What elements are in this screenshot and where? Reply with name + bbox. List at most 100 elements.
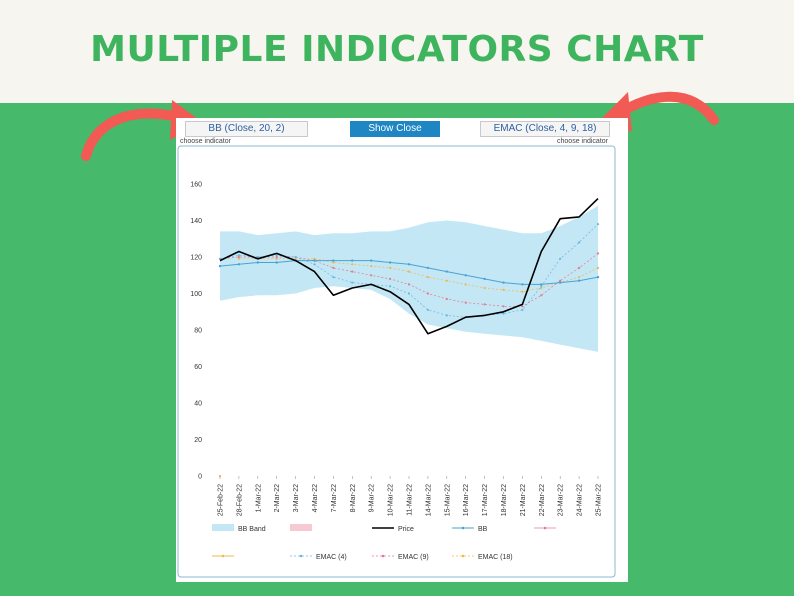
- title-banner: MULTIPLE INDICATORS CHART: [0, 0, 794, 103]
- series-point-emac-18: [237, 257, 240, 260]
- x-tick-label: 14-Mar-22: [425, 484, 432, 516]
- legend-label: BB: [478, 526, 488, 533]
- choose-indicator-label-right: choose indicator: [557, 138, 608, 145]
- series-point-emac-4: [332, 276, 335, 279]
- x-tick-label: 16-Mar-22: [463, 484, 470, 516]
- x-tick-label: 25-Mar-22: [596, 484, 603, 516]
- series-point-bb: [256, 261, 259, 264]
- legend-swatch: [290, 524, 312, 531]
- series-point-emac-9: [389, 277, 392, 280]
- emac-indicator-button[interactable]: EMAC (Close, 4, 9, 18): [480, 121, 610, 137]
- series-point-emac-4: [596, 223, 600, 226]
- series-point-emac-9: [275, 255, 278, 259]
- series-point-bb: [332, 259, 335, 262]
- series-point-emac-18: [294, 257, 297, 260]
- series-point-emac-4: [275, 254, 278, 257]
- series-point-emac-4: [559, 257, 562, 260]
- series-point-bb: [540, 283, 543, 286]
- series-point-emac-4: [445, 314, 448, 317]
- series-point-emac-4: [502, 312, 505, 315]
- series-point-emac-18: [483, 286, 486, 290]
- chart-card: BB (Close, 20, 2) Show Close EMAC (Close…: [176, 118, 628, 582]
- series-point-emac-4: [540, 285, 543, 288]
- legend-label: EMAC (18): [478, 554, 513, 561]
- series-point-emac-4: [407, 292, 411, 295]
- series-point-emac-9: [483, 303, 486, 306]
- right-arrow-icon: [613, 91, 719, 125]
- series-point-bb: [218, 264, 222, 268]
- x-tick-label: 10-Mar-22: [388, 484, 395, 516]
- series-line-emac-18: [238, 258, 599, 293]
- series-point-emac-18: [370, 265, 373, 268]
- series-point-emac-4: [294, 255, 297, 259]
- bb-indicator-button[interactable]: BB (Close, 20, 2): [185, 121, 308, 137]
- legend-swatch-dot: [299, 554, 303, 558]
- series-point-emac-18: [426, 276, 429, 279]
- x-tick-label: 1-Mar-22: [255, 484, 262, 513]
- legend-swatch-dot: [221, 554, 225, 558]
- series-point-bb: [388, 261, 392, 264]
- series-point-emac-4: [426, 308, 429, 311]
- legend-label: EMAC (9): [398, 554, 429, 561]
- legend-swatch: [212, 524, 234, 531]
- series-point-bb: [426, 266, 430, 270]
- y-tick-label: 120: [190, 255, 202, 262]
- series-point-emac-18: [407, 270, 411, 273]
- series-point-emac-9: [521, 305, 524, 308]
- x-tick-label: 28-Feb-22: [236, 484, 243, 516]
- x-tick-label: 11-Mar-22: [407, 484, 414, 516]
- show-close-button[interactable]: Show Close: [350, 121, 440, 137]
- series-point-bb: [275, 261, 278, 264]
- series-point-emac-9: [540, 294, 543, 297]
- x-tick-label: 3-Mar-22: [293, 484, 300, 513]
- x-tick-label: 18-Mar-22: [501, 484, 508, 516]
- x-axis: 25-Feb-22 28-Feb-22 1-Mar-22 2-Mar-22 3-Mar-…: [218, 476, 603, 516]
- series-point-emac-18: [313, 257, 316, 260]
- series-point-emac-4: [256, 255, 259, 259]
- series-point-emac-9: [370, 274, 373, 277]
- page-title: MULTIPLE INDICATORS CHART: [90, 29, 704, 70]
- series-point-emac-4: [218, 257, 222, 260]
- series-point-emac-18: [578, 276, 581, 279]
- series-point-bb: [559, 281, 562, 284]
- series-point-emac-4: [389, 285, 392, 288]
- series-point-emac-18: [445, 279, 448, 282]
- legend-swatch-dot: [543, 526, 547, 530]
- series-point-bb: [351, 259, 354, 262]
- series-point-emac-9: [596, 252, 600, 255]
- x-tick-label: 2-Mar-22: [274, 484, 281, 513]
- series-point-bb: [483, 277, 486, 281]
- series-point-emac-9: [407, 283, 411, 286]
- legend: BB Band Price BB EMAC (4) EMAC (9) EMAC (18): [212, 524, 556, 561]
- series-point-emac-18: [596, 266, 600, 269]
- series-point-emac-18: [332, 261, 335, 264]
- bb-band-layer: [220, 205, 598, 352]
- legend-swatch-dot: [381, 554, 385, 558]
- series-line-price: [219, 198, 599, 335]
- series-point-emac-9: [445, 297, 448, 301]
- legend-label: Price: [398, 526, 414, 533]
- y-tick-label: 160: [190, 182, 202, 189]
- legend-label: EMAC (4): [316, 554, 347, 561]
- series-point-emac-18: [351, 263, 354, 266]
- chart-frame: [177, 145, 616, 578]
- x-tick-label: 9-Mar-22: [369, 484, 376, 513]
- x-tick-label: 8-Mar-22: [350, 484, 357, 513]
- series-point-bb: [237, 263, 241, 266]
- series-point-emac-9: [502, 305, 505, 308]
- x-tick-label: 25-Feb-22: [218, 484, 225, 516]
- series-point-emac-9: [578, 266, 581, 269]
- x-tick-label: 7-Mar-22: [331, 484, 338, 513]
- series-point-bb: [596, 275, 600, 279]
- legend-label: BB Band: [238, 526, 266, 533]
- series-point-emac-18: [464, 283, 467, 286]
- y-tick-label: 100: [190, 291, 202, 298]
- series-layer: [218, 198, 600, 478]
- series-point-emac-4: [351, 281, 354, 284]
- series-point-emac-18: [540, 286, 543, 290]
- choose-indicator-label-left: choose indicator: [180, 138, 231, 145]
- series-point-bb: [370, 259, 373, 262]
- series-point-emac-18: [389, 266, 392, 269]
- x-tick-label: 21-Mar-22: [520, 484, 527, 516]
- series-point-emac-9: [426, 292, 429, 295]
